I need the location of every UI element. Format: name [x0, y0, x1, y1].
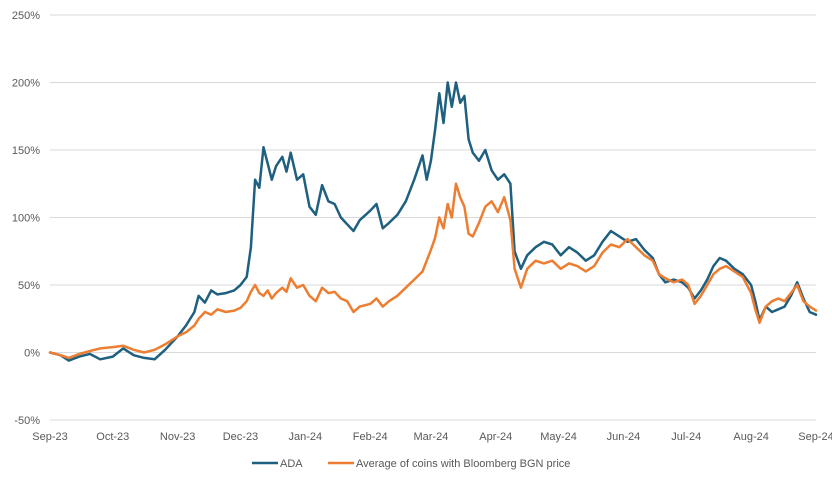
y-tick-label: -50%	[14, 415, 40, 427]
x-tick-label: Jan-24	[289, 431, 323, 443]
x-tick-label: Apr-24	[479, 431, 512, 443]
x-tick-label: Sep-23	[32, 431, 67, 443]
y-tick-label: 150%	[12, 145, 40, 157]
series-lines	[48, 81, 818, 362]
x-tick-label: Aug-24	[733, 431, 768, 443]
x-tick-label: Sep-24	[798, 431, 832, 443]
y-axis-tick-labels: -50% 0% 50% 100% 150% 200% 250%	[12, 10, 40, 427]
legend-label: ADA	[280, 458, 303, 470]
x-tick-label: Dec-23	[223, 431, 258, 443]
legend-label: Average of coins with Bloomberg BGN pric…	[356, 458, 570, 470]
series-line-ada	[48, 81, 818, 362]
x-tick-label: Nov-23	[160, 431, 195, 443]
x-tick-label: Oct-23	[96, 431, 129, 443]
y-tick-label: 0%	[24, 348, 40, 360]
legend: ADA Average of coins with Bloomberg BGN p…	[252, 458, 570, 470]
x-tick-label: Feb-24	[353, 431, 388, 443]
y-tick-label: 250%	[12, 10, 40, 22]
x-tick-label: Jul-24	[671, 431, 701, 443]
x-tick-label: May-24	[540, 431, 577, 443]
y-tick-label: 100%	[12, 213, 40, 225]
x-axis-tick-labels: Sep-23 Oct-23 Nov-23 Dec-23 Jan-24 Feb-24 Mar-…	[32, 431, 832, 443]
y-tick-label: 50%	[18, 280, 40, 292]
series-line-average-bgn	[48, 182, 818, 360]
y-tick-label: 200%	[12, 78, 40, 90]
x-tick-label: Jun-24	[607, 431, 641, 443]
gridlines	[50, 14, 816, 421]
x-tick-label: Mar-24	[413, 431, 448, 443]
